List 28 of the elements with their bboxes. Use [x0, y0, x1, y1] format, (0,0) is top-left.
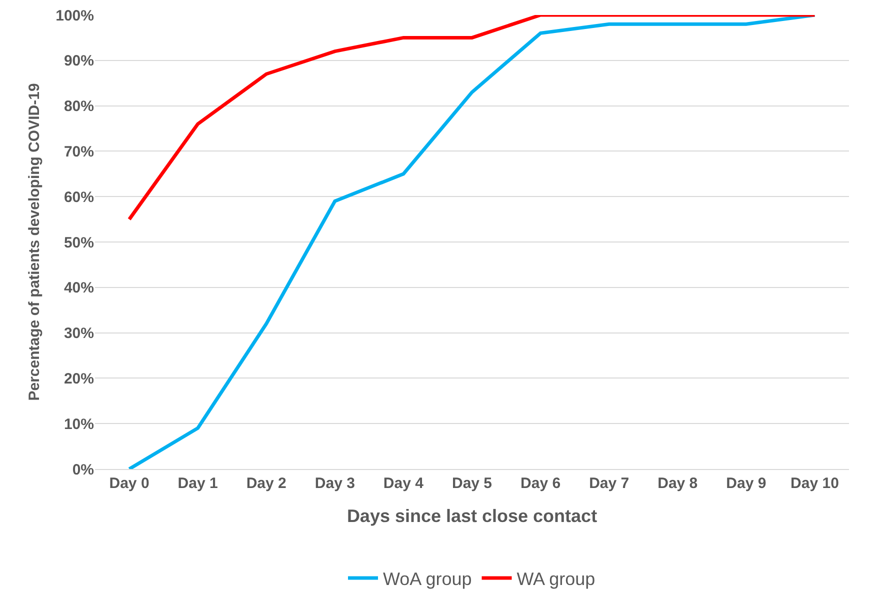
- x-tick-label: Day 2: [246, 475, 286, 492]
- y-tick-label: 10%: [64, 416, 94, 433]
- x-tick-label: Day 8: [658, 475, 698, 492]
- y-tick-label: 60%: [64, 188, 94, 206]
- x-tick-label: Day 1: [178, 475, 218, 492]
- y-tick-label: 70%: [64, 143, 94, 160]
- x-tick-label: Day 9: [726, 475, 766, 492]
- x-tick-label: Day 5: [452, 475, 492, 492]
- x-tick-label: Day 4: [383, 475, 424, 492]
- y-tick-label: 80%: [64, 98, 94, 116]
- x-tick-label: Day 3: [314, 475, 355, 492]
- y-tick-label: 30%: [64, 325, 94, 342]
- x-tick-label: Day 6: [520, 475, 561, 492]
- y-tick-label: 90%: [64, 52, 94, 70]
- legend-label: WA group: [516, 569, 596, 590]
- y-tick-label: 40%: [64, 280, 94, 297]
- x-tick-label: Day 0: [109, 475, 150, 492]
- line-series: [128, 15, 816, 469]
- y-tick-label: 100%: [56, 7, 94, 24]
- line-series: [128, 15, 816, 222]
- x-tick-label: Day 7: [589, 475, 630, 492]
- x-tick-label: Day 10: [790, 475, 839, 492]
- y-axis-title: Percentage of patients developing COVID-19: [26, 83, 43, 401]
- legend-label: WoA group: [383, 569, 472, 590]
- x-axis-title: Days since last close contact: [346, 506, 598, 526]
- y-tick-label: 50%: [64, 234, 94, 252]
- y-tick-label: 20%: [64, 370, 94, 388]
- y-tick-label: 0%: [72, 461, 94, 478]
